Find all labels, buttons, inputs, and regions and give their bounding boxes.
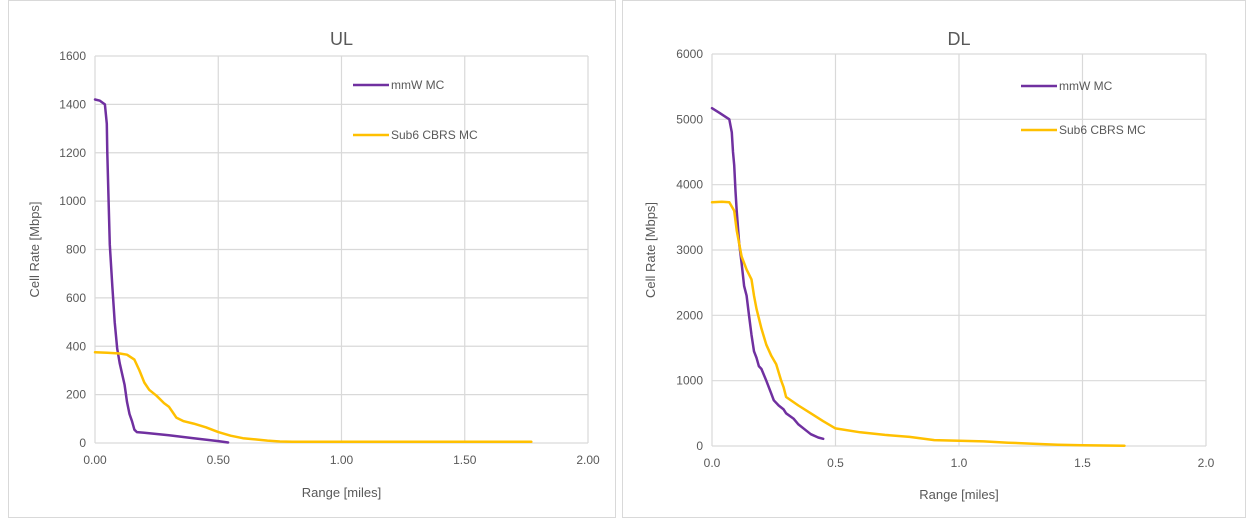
dl-x-tick-label: 1.0 [951, 456, 968, 470]
ul-y-tick-label: 1600 [59, 49, 86, 63]
ul-y-tick-label: 1200 [59, 146, 86, 160]
dl-y-tick-label: 0 [696, 439, 703, 453]
dl-y-axis-label: Cell Rate [Mbps] [643, 202, 658, 298]
dl-x-tick-label: 2.0 [1198, 456, 1215, 470]
dl-y-tick-label: 3000 [676, 243, 703, 257]
dl-legend-label: mmW MC [1059, 79, 1113, 93]
ul-y-tick-label: 200 [66, 388, 86, 402]
dl-chart-title: DL [947, 29, 970, 49]
ul-chart-panel: 0.00 0.50 1.00 1.50 2.00 0 200 400 600 800 1000 120… [8, 0, 616, 518]
dl-y-tick-label: 1000 [676, 374, 703, 388]
ul-x-tick-label: 0.50 [207, 453, 231, 467]
dl-x-tick-label: 0.0 [704, 456, 721, 470]
dl-legend-label: Sub6 CBRS MC [1059, 123, 1146, 137]
ul-x-axis-label: Range [miles] [302, 485, 381, 500]
ul-y-tick-label: 600 [66, 291, 86, 305]
ul-y-tick-label: 0 [79, 436, 86, 450]
dl-series-line-mmw-mc [710, 106, 825, 441]
ul-x-tick-label: 1.50 [453, 453, 477, 467]
ul-x-tick-label: 0.00 [83, 453, 107, 467]
ul-chart-title: UL [330, 29, 353, 49]
ul-x-tick-label: 1.00 [330, 453, 354, 467]
dl-x-axis-label: Range [miles] [919, 487, 998, 502]
dl-y-tick-label: 2000 [676, 308, 703, 322]
ul-y-tick-label: 800 [66, 243, 86, 257]
dl-x-tick-label: 1.5 [1074, 456, 1091, 470]
ul-x-tick-label: 2.00 [576, 453, 600, 467]
ul-y-tick-label: 400 [66, 339, 86, 353]
ul-series-line-sub6-cbrs-mc [93, 351, 533, 444]
ul-legend-label: Sub6 CBRS MC [391, 128, 478, 142]
ul-y-tick-label: 1000 [59, 194, 86, 208]
ul-y-tick-label: 1400 [59, 97, 86, 111]
ul-chart: 0.00 0.50 1.00 1.50 2.00 0 200 400 600 800 1000 120… [27, 29, 600, 500]
dl-y-tick-label: 4000 [676, 178, 703, 192]
dl-series-line-sub6-cbrs-mc [710, 200, 1126, 447]
dl-chart-panel: 0.0 0.5 1.0 1.5 2.0 0 1000 2000 3000 4000 5000 6000… [622, 0, 1246, 518]
dl-chart: 0.0 0.5 1.0 1.5 2.0 0 1000 2000 3000 4000 5000 6000… [643, 29, 1215, 502]
dl-x-tick-label: 0.5 [827, 456, 844, 470]
ul-legend-label: mmW MC [391, 78, 445, 92]
dl-y-tick-label: 5000 [676, 112, 703, 126]
ul-series-line-mmw-mc [93, 98, 230, 444]
dl-y-tick-label: 6000 [676, 47, 703, 61]
ul-y-axis-label: Cell Rate [Mbps] [27, 201, 42, 297]
